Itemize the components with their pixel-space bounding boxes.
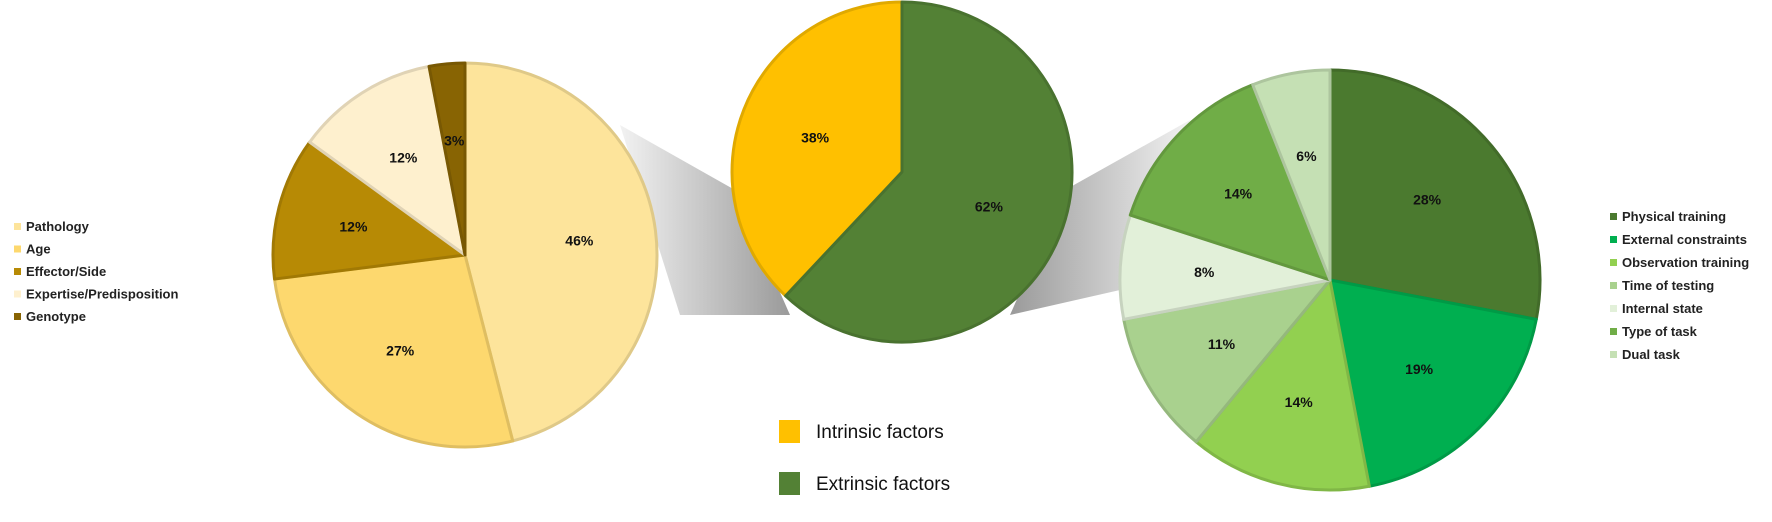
slice-label-internal-state: 8% [1194,264,1215,280]
legend-label-expertise-predisposition: Expertise/Predisposition [26,287,178,302]
legend-swatch-effector-side [14,268,21,275]
legend-swatch-dual-task [1610,351,1617,358]
pie-extrinsic-breakdown: 28% 19% 14% 11% 8% 14% 6% [1120,70,1540,490]
legend-swatch-pathology [14,223,21,230]
pie-intrinsic-breakdown: 46% 27% 12% 12% 3% [273,63,657,447]
slice-label-pathology: 46% [565,233,594,249]
slice-label-physical-training: 28% [1413,192,1442,208]
slice-label-time-of-testing: 11% [1208,336,1236,352]
slice-label-extrinsic-factors: 62% [975,198,1004,214]
slice-label-dual-task: 6% [1296,148,1317,164]
pie-overall: 38% 62% [732,2,1072,342]
slice-label-intrinsic-factors: 38% [801,130,830,146]
legend-label-type-of-task: Type of task [1622,324,1698,339]
legend-swatch-age [14,246,21,253]
slice-label-age: 27% [386,342,415,358]
legend-swatch-observation-training [1610,259,1617,266]
slice-label-effector-side: 12% [339,218,368,234]
slice-label-expertise-predisposition: 12% [389,150,418,166]
center-legend-label-extrinsic-factors: Extrinsic factors [816,474,950,495]
legend-label-dual-task: Dual task [1622,347,1681,362]
legend-extrinsic-breakdown: Physical training External constraints Obs… [1610,209,1749,362]
legend-label-external-constraints: External constraints [1622,232,1747,247]
legend-swatch-genotype [14,313,21,320]
legend-swatch-internal-state [1610,305,1617,312]
legend-swatch-physical-training [1610,213,1617,220]
slice-label-observation-training: 14% [1285,394,1314,410]
legend-swatch-expertise-predisposition [14,291,21,298]
center-legend-swatch-intrinsic-factors [779,420,800,443]
pies: 46% 27% 12% 12% 3% 38% 62% 28% 19% 14% 11% 8% 14% 6% [273,2,1540,490]
center-legend-swatch-extrinsic-factors [779,472,800,495]
legend-label-physical-training: Physical training [1622,209,1726,224]
slice-label-genotype: 3% [444,132,465,148]
legend-label-observation-training: Observation training [1622,255,1749,270]
center-legend: Intrinsic factors Extrinsic factors [779,420,950,495]
legend-swatch-external-constraints [1610,236,1617,243]
legend-label-time-of-testing: Time of testing [1622,278,1714,293]
legend-label-genotype: Genotype [26,309,86,324]
center-legend-label-intrinsic-factors: Intrinsic factors [816,422,944,443]
legend-label-age: Age [26,242,51,257]
legend-label-pathology: Pathology [26,219,90,234]
legend-swatch-time-of-testing [1610,282,1617,289]
slice-label-type-of-task: 14% [1224,186,1253,202]
legend-swatch-type-of-task [1610,328,1617,335]
slice-label-external-constraints: 19% [1405,361,1434,377]
legend-label-internal-state: Internal state [1622,301,1703,316]
legend-intrinsic-breakdown: Pathology Age Effector/Side Expertise/Predi… [14,219,178,324]
legend-label-effector-side: Effector/Side [26,264,106,279]
